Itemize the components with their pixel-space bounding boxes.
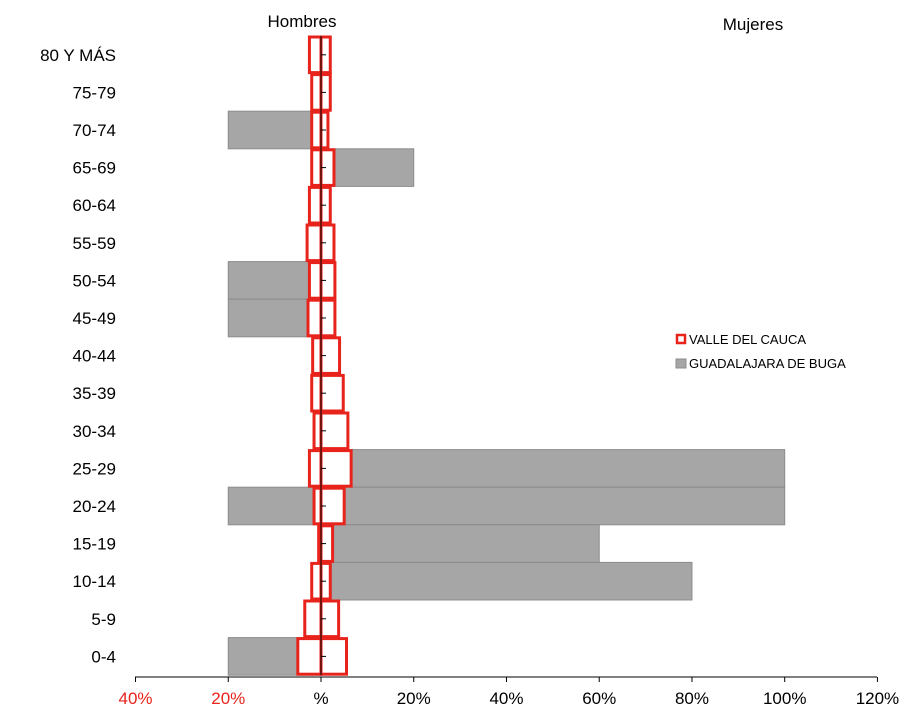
legend-swatch-valle [675, 333, 687, 345]
valle-bar-hombres [296, 637, 323, 676]
x-tick-label: % [313, 689, 328, 708]
guadalajara-bars [227, 110, 786, 676]
x-tick-label: 20% [211, 689, 245, 708]
age-group-label: 55-59 [73, 234, 116, 253]
age-group-label: 45-49 [73, 309, 116, 328]
age-group-label: 80 Y MÁS [40, 46, 116, 65]
x-tick-label: 60% [582, 689, 616, 708]
age-group-label: 25-29 [73, 459, 116, 478]
hombres-header: Hombres [268, 12, 337, 31]
center-axis [320, 36, 326, 676]
age-group-label: 50-54 [73, 271, 116, 290]
x-tick-label: 100% [763, 689, 806, 708]
valle-bar-hombres [303, 599, 323, 639]
buga-bar-mujeres [320, 148, 415, 187]
valle-bar-hombres [306, 298, 323, 338]
valle-bar-hombres [305, 223, 323, 263]
age-group-label: 40-44 [73, 347, 116, 366]
age-group-label: 10-14 [73, 572, 116, 591]
legend-label-valle: VALLE DEL CAUCA [689, 332, 806, 347]
age-group-label: 75-79 [73, 83, 116, 102]
valle-bar-hombres [307, 449, 323, 488]
buga-bar-mujeres [320, 561, 693, 601]
x-tick-label: 80% [675, 689, 709, 708]
valle-bar-hombres [307, 35, 323, 75]
valle-bar-hombres [307, 185, 323, 225]
buga-bar-mujeres [320, 524, 600, 563]
x-axis: 40% 20%% 20% 40% 60% 80% 100% 120% [119, 676, 899, 708]
age-group-label: 70-74 [73, 121, 116, 140]
age-group-label: 30-34 [73, 422, 116, 441]
valle-bar-hombres [307, 261, 323, 300]
buga-bar-mujeres [320, 486, 786, 526]
age-group-label: 60-64 [73, 196, 116, 215]
x-tick-label: 40% [489, 689, 523, 708]
age-group-label: 0-4 [91, 647, 116, 666]
legend-label-buga: GUADALAJARA DE BUGA [689, 356, 846, 371]
age-group-label: 20-24 [73, 497, 116, 516]
x-tick-label: 40% [119, 689, 153, 708]
mujeres-header: Mujeres [723, 15, 783, 34]
legend-swatch-buga [675, 358, 687, 369]
x-tick-label: 20% [397, 689, 431, 708]
age-group-label: 15-19 [73, 535, 116, 554]
age-group-label: 5-9 [91, 610, 116, 629]
buga-bar-mujeres [320, 449, 786, 488]
x-tick-label: 120% [856, 689, 899, 708]
age-group-label: 35-39 [73, 384, 116, 403]
age-group-label: 65-69 [73, 159, 116, 178]
buga-bar-hombres [227, 486, 322, 526]
age-group-labels: 80 Y MÁS 75-79 70-74 65-69 60-64 55-59 50-54 45… [40, 46, 116, 667]
buga-bar-hombres [227, 261, 322, 300]
legend: VALLE DEL CAUCA GUADALAJARA DE BUGA [675, 332, 846, 371]
buga-bar-hombres [227, 110, 322, 150]
